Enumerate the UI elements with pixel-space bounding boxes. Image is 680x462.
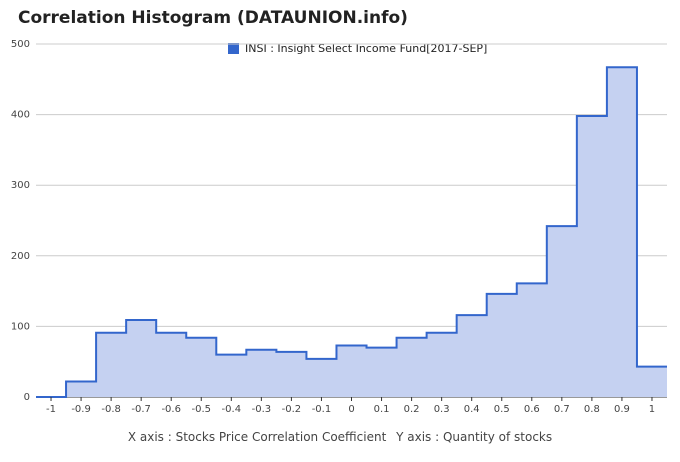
y-axis-caption: Y axis : Quantity of stocks bbox=[396, 430, 553, 444]
histogram-bin bbox=[637, 367, 667, 397]
x-tick-label: -0.7 bbox=[131, 404, 151, 415]
x-tick-label: 0.8 bbox=[584, 404, 600, 415]
histogram-bin bbox=[487, 294, 517, 397]
histogram-bin bbox=[547, 226, 577, 397]
legend-label: INSI : Insight Select Income Fund[2017-S… bbox=[245, 42, 488, 55]
histogram-bin bbox=[607, 67, 637, 397]
histogram-bin bbox=[397, 338, 427, 397]
x-tick-label: -0.3 bbox=[252, 404, 272, 415]
y-tick-label: 300 bbox=[11, 180, 30, 191]
x-axis-caption: X axis : Stocks Price Correlation Coeffi… bbox=[127, 430, 387, 444]
x-tick-label: -1 bbox=[46, 404, 56, 415]
x-tick-label: 0.5 bbox=[494, 404, 510, 415]
histogram-bin bbox=[306, 359, 336, 397]
legend[interactable]: INSI : Insight Select Income Fund[2017-S… bbox=[228, 42, 487, 55]
x-tick-label: -0.2 bbox=[282, 404, 302, 415]
y-tick-label: 200 bbox=[11, 251, 30, 262]
histogram-bin bbox=[66, 381, 96, 397]
histogram-bin bbox=[517, 283, 547, 397]
histogram-bin bbox=[246, 350, 276, 397]
histogram-bin bbox=[216, 355, 246, 397]
histogram-bin bbox=[367, 348, 397, 397]
x-tick-label: 0 bbox=[348, 404, 354, 415]
legend-swatch bbox=[228, 43, 239, 54]
x-tick-label: 1 bbox=[649, 404, 655, 415]
y-tick-label: 500 bbox=[11, 39, 30, 50]
x-tick-label: 0.1 bbox=[374, 404, 390, 415]
x-tick-label: -0.1 bbox=[312, 404, 332, 415]
axis-caption: X axis : Stocks Price Correlation Coeffi… bbox=[0, 430, 680, 444]
histogram-bin bbox=[156, 333, 186, 397]
y-tick-label: 0 bbox=[24, 392, 30, 403]
x-tick-label: -0.6 bbox=[161, 404, 181, 415]
histogram-bin bbox=[577, 116, 607, 397]
chart-title: Correlation Histogram (DATAUNION.info) bbox=[18, 8, 408, 28]
x-tick-label: -0.8 bbox=[101, 404, 121, 415]
histogram-bin bbox=[126, 320, 156, 397]
x-tick-label: 0.2 bbox=[404, 404, 420, 415]
x-tick-label: -0.4 bbox=[222, 404, 242, 415]
histogram-series-line bbox=[36, 66, 667, 398]
histogram-area-fill bbox=[36, 67, 667, 397]
histogram-bin bbox=[96, 333, 126, 397]
histogram-bin bbox=[427, 333, 457, 397]
y-tick-label: 400 bbox=[11, 110, 30, 121]
x-tick-label: -0.5 bbox=[192, 404, 212, 415]
y-tick-label: 100 bbox=[11, 321, 30, 332]
x-tick-label: 0.6 bbox=[524, 404, 540, 415]
x-tick-label: 0.7 bbox=[554, 404, 570, 415]
histogram-bin bbox=[336, 345, 366, 397]
x-tick-label: -0.9 bbox=[71, 404, 91, 415]
histogram-bin bbox=[186, 338, 216, 397]
histogram-bin bbox=[457, 315, 487, 397]
histogram-bin bbox=[276, 352, 306, 397]
x-tick-label: 0.9 bbox=[614, 404, 630, 415]
x-tick-label: 0.3 bbox=[434, 404, 450, 415]
x-tick-label: 0.4 bbox=[464, 404, 480, 415]
